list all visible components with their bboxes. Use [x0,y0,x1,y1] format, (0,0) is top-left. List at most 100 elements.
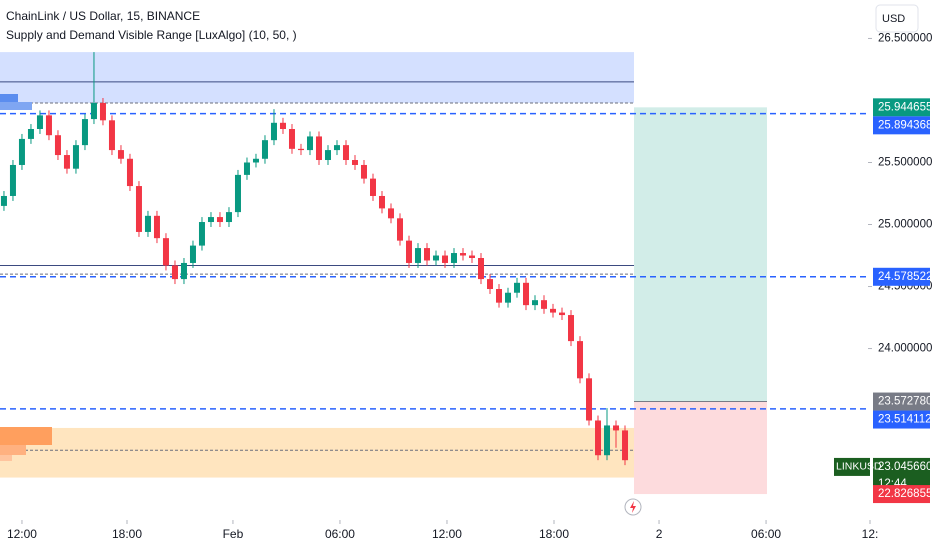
labels-layer: 26.500000025.500000025.000000024.5000000… [7,32,932,541]
price-label: 23.0456600 [878,461,932,473]
profit-area [634,107,767,402]
x-tick-label: 06:00 [325,527,355,541]
profile-bar [0,427,52,445]
price-label-box [873,485,930,504]
symbol-label-box [834,457,870,476]
candle-body [162,238,169,266]
candle-body [595,420,602,456]
candle-body [261,140,268,159]
x-tick-label: 12:00 [7,527,37,541]
candle-body [234,174,241,213]
symbol-label: LINKUSD [836,461,882,473]
candle-body [216,217,223,223]
price-label-box [873,116,930,135]
candle-body [568,315,575,342]
profile-bar [0,445,26,455]
x-tick-label: 18:00 [539,527,569,541]
replay-icon[interactable] [624,498,642,516]
candle-body [478,258,485,280]
candle-body [622,430,629,461]
candle-body [297,148,304,151]
price-label: 25.8943684 [878,119,932,131]
x-tick-label: Feb [223,527,244,541]
candle-body [189,245,196,263]
price-label-box [873,267,930,286]
supply-zone [0,52,634,103]
profile-bar [0,94,18,105]
x-tick-label: 06:00 [751,527,781,541]
candle-body [18,138,25,165]
candle-body [270,122,277,141]
candle-body [541,300,548,309]
profile-bar [0,455,12,461]
candle-body [324,150,331,161]
price-label-box [873,98,930,117]
candle-body [207,217,214,223]
candle-body [63,155,70,169]
candle-body [586,378,593,421]
currency-button[interactable] [875,4,919,33]
candle-body [198,222,205,246]
x-tick-label: 18:00 [112,527,142,541]
candle-body [414,248,421,263]
candle-body [45,115,52,136]
candle-body [279,122,286,129]
candle-body [342,145,349,161]
indicator-name: Supply and Demand Visible Range [LuxAlgo… [6,28,297,42]
candle-body [243,162,250,175]
candle-body [153,215,160,239]
y-tick-label: 26.5000000 [878,32,932,44]
candle-body [459,253,466,256]
profile-bar [0,102,32,110]
candle-body [378,195,385,209]
candle-body [396,218,403,241]
price-label-box [873,392,930,411]
candle-body [423,248,430,261]
price-label-box [873,410,930,429]
candle-body [432,255,439,261]
candle-body [306,136,313,151]
candle-body [505,292,512,303]
candle-body [487,279,494,290]
candle-body [117,150,124,159]
candle-body [496,289,503,303]
candle-body [315,136,322,161]
price-label: 23.5141125 [878,414,932,426]
candle-body [72,145,79,169]
candle-body [387,208,394,219]
candle-body [577,341,584,379]
candle-body [108,120,115,151]
x-tick-label: 2 [656,527,663,541]
currency-label: USD [882,13,905,25]
candle-body [351,160,358,165]
price-label: 24.5785227 [878,271,932,283]
y-tick-label: 24.0000000 [878,343,932,355]
candle-body [171,265,178,280]
candle-body [252,158,259,163]
zones-layer [0,52,868,495]
candle-body [9,164,16,196]
price-label: 23.5727808 [878,396,932,408]
candle-body [0,195,7,206]
candles-layer [0,52,629,466]
candle-body [550,308,557,313]
candle-body [27,129,34,139]
candle-body [81,119,88,146]
price-label: 22.8268555 [878,488,932,500]
x-tick-label: 12:00 [432,527,462,541]
candle-body [604,425,611,456]
candle-body [468,255,475,258]
demand-zone [0,427,634,478]
candle-body [36,115,43,129]
candle-body [90,102,97,120]
y-tick-label: 25.5000000 [878,157,932,169]
candle-body [613,425,620,431]
candle-body [99,102,106,121]
candle-body [405,240,412,263]
candle-body [523,282,530,306]
candle-body [360,164,367,179]
candle-body [288,129,295,149]
candle-body [54,135,61,156]
chart-title: ChainLink / US Dollar, 15, BINANCE [6,9,200,23]
